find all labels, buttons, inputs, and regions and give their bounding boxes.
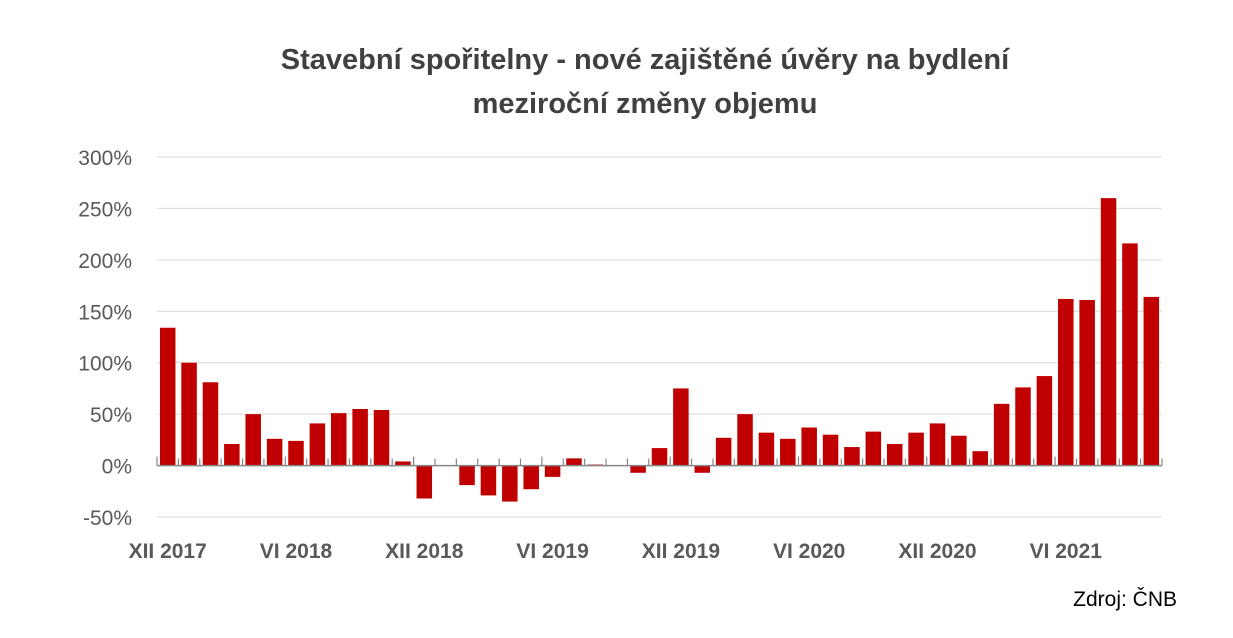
- bar: [1143, 296, 1160, 466]
- bar: [737, 414, 753, 466]
- bar: [844, 447, 860, 466]
- bar: [673, 388, 689, 466]
- y-tick-label: 250%: [78, 198, 132, 221]
- bar: [1122, 243, 1138, 466]
- bar: [780, 438, 796, 466]
- x-tick-label: XII 2017: [129, 540, 207, 563]
- x-tick-label: VI 2018: [260, 540, 333, 563]
- bar: [908, 432, 924, 466]
- chart-title: Stavební spořitelny - nové zajištěné úvě…: [280, 44, 1010, 76]
- bar: [395, 461, 411, 466]
- x-tick-label: XII 2020: [898, 540, 976, 563]
- bar: [822, 434, 839, 466]
- bar: [181, 362, 197, 466]
- bar: [1036, 376, 1053, 466]
- bar: [951, 435, 967, 466]
- y-tick-label: 300%: [78, 147, 132, 170]
- bar: [715, 437, 732, 466]
- bar: [865, 431, 882, 466]
- bar: [566, 458, 582, 466]
- x-tick-label: XII 2018: [385, 540, 464, 563]
- y-tick-label: 150%: [78, 301, 132, 324]
- bar: [544, 465, 561, 477]
- x-tick-label: VI 2021: [1030, 540, 1103, 563]
- x-tick-label: VI 2020: [773, 540, 845, 563]
- x-tick-label: XII 2019: [642, 540, 720, 563]
- bar: [993, 403, 1010, 466]
- bar: [758, 432, 775, 466]
- bar: [416, 465, 433, 499]
- bar: [1100, 198, 1117, 466]
- x-tick-label: VI 2019: [516, 540, 588, 563]
- bar: [202, 382, 219, 466]
- bar: [459, 465, 475, 486]
- bar: [480, 465, 497, 496]
- bar: [331, 413, 347, 466]
- bar: [929, 423, 946, 466]
- bar: [523, 465, 539, 490]
- bar: [1079, 299, 1095, 466]
- bar: [373, 410, 390, 466]
- y-tick-label: 100%: [78, 353, 132, 376]
- y-tick-label: -50%: [83, 507, 132, 530]
- source-note: Zdroj: ČNB: [1073, 588, 1177, 611]
- bar: [245, 414, 261, 466]
- bar: [159, 327, 176, 466]
- y-tick-label: 200%: [78, 250, 132, 273]
- bar: [651, 448, 668, 466]
- bar: [266, 438, 283, 466]
- bar: [630, 465, 646, 473]
- bar: [352, 409, 368, 466]
- chart-subtitle: meziroční změny objemu: [472, 88, 818, 120]
- bar: [502, 465, 518, 502]
- bar: [1058, 298, 1074, 466]
- bar: [1015, 387, 1031, 466]
- bar: [309, 423, 326, 466]
- bar: [972, 451, 988, 466]
- bar: [694, 465, 711, 473]
- bar: [224, 443, 240, 466]
- y-tick-label: 0%: [102, 456, 132, 479]
- bar: [288, 440, 304, 466]
- y-tick-label: 50%: [90, 404, 132, 427]
- bar: [801, 427, 817, 466]
- bar: [886, 443, 903, 466]
